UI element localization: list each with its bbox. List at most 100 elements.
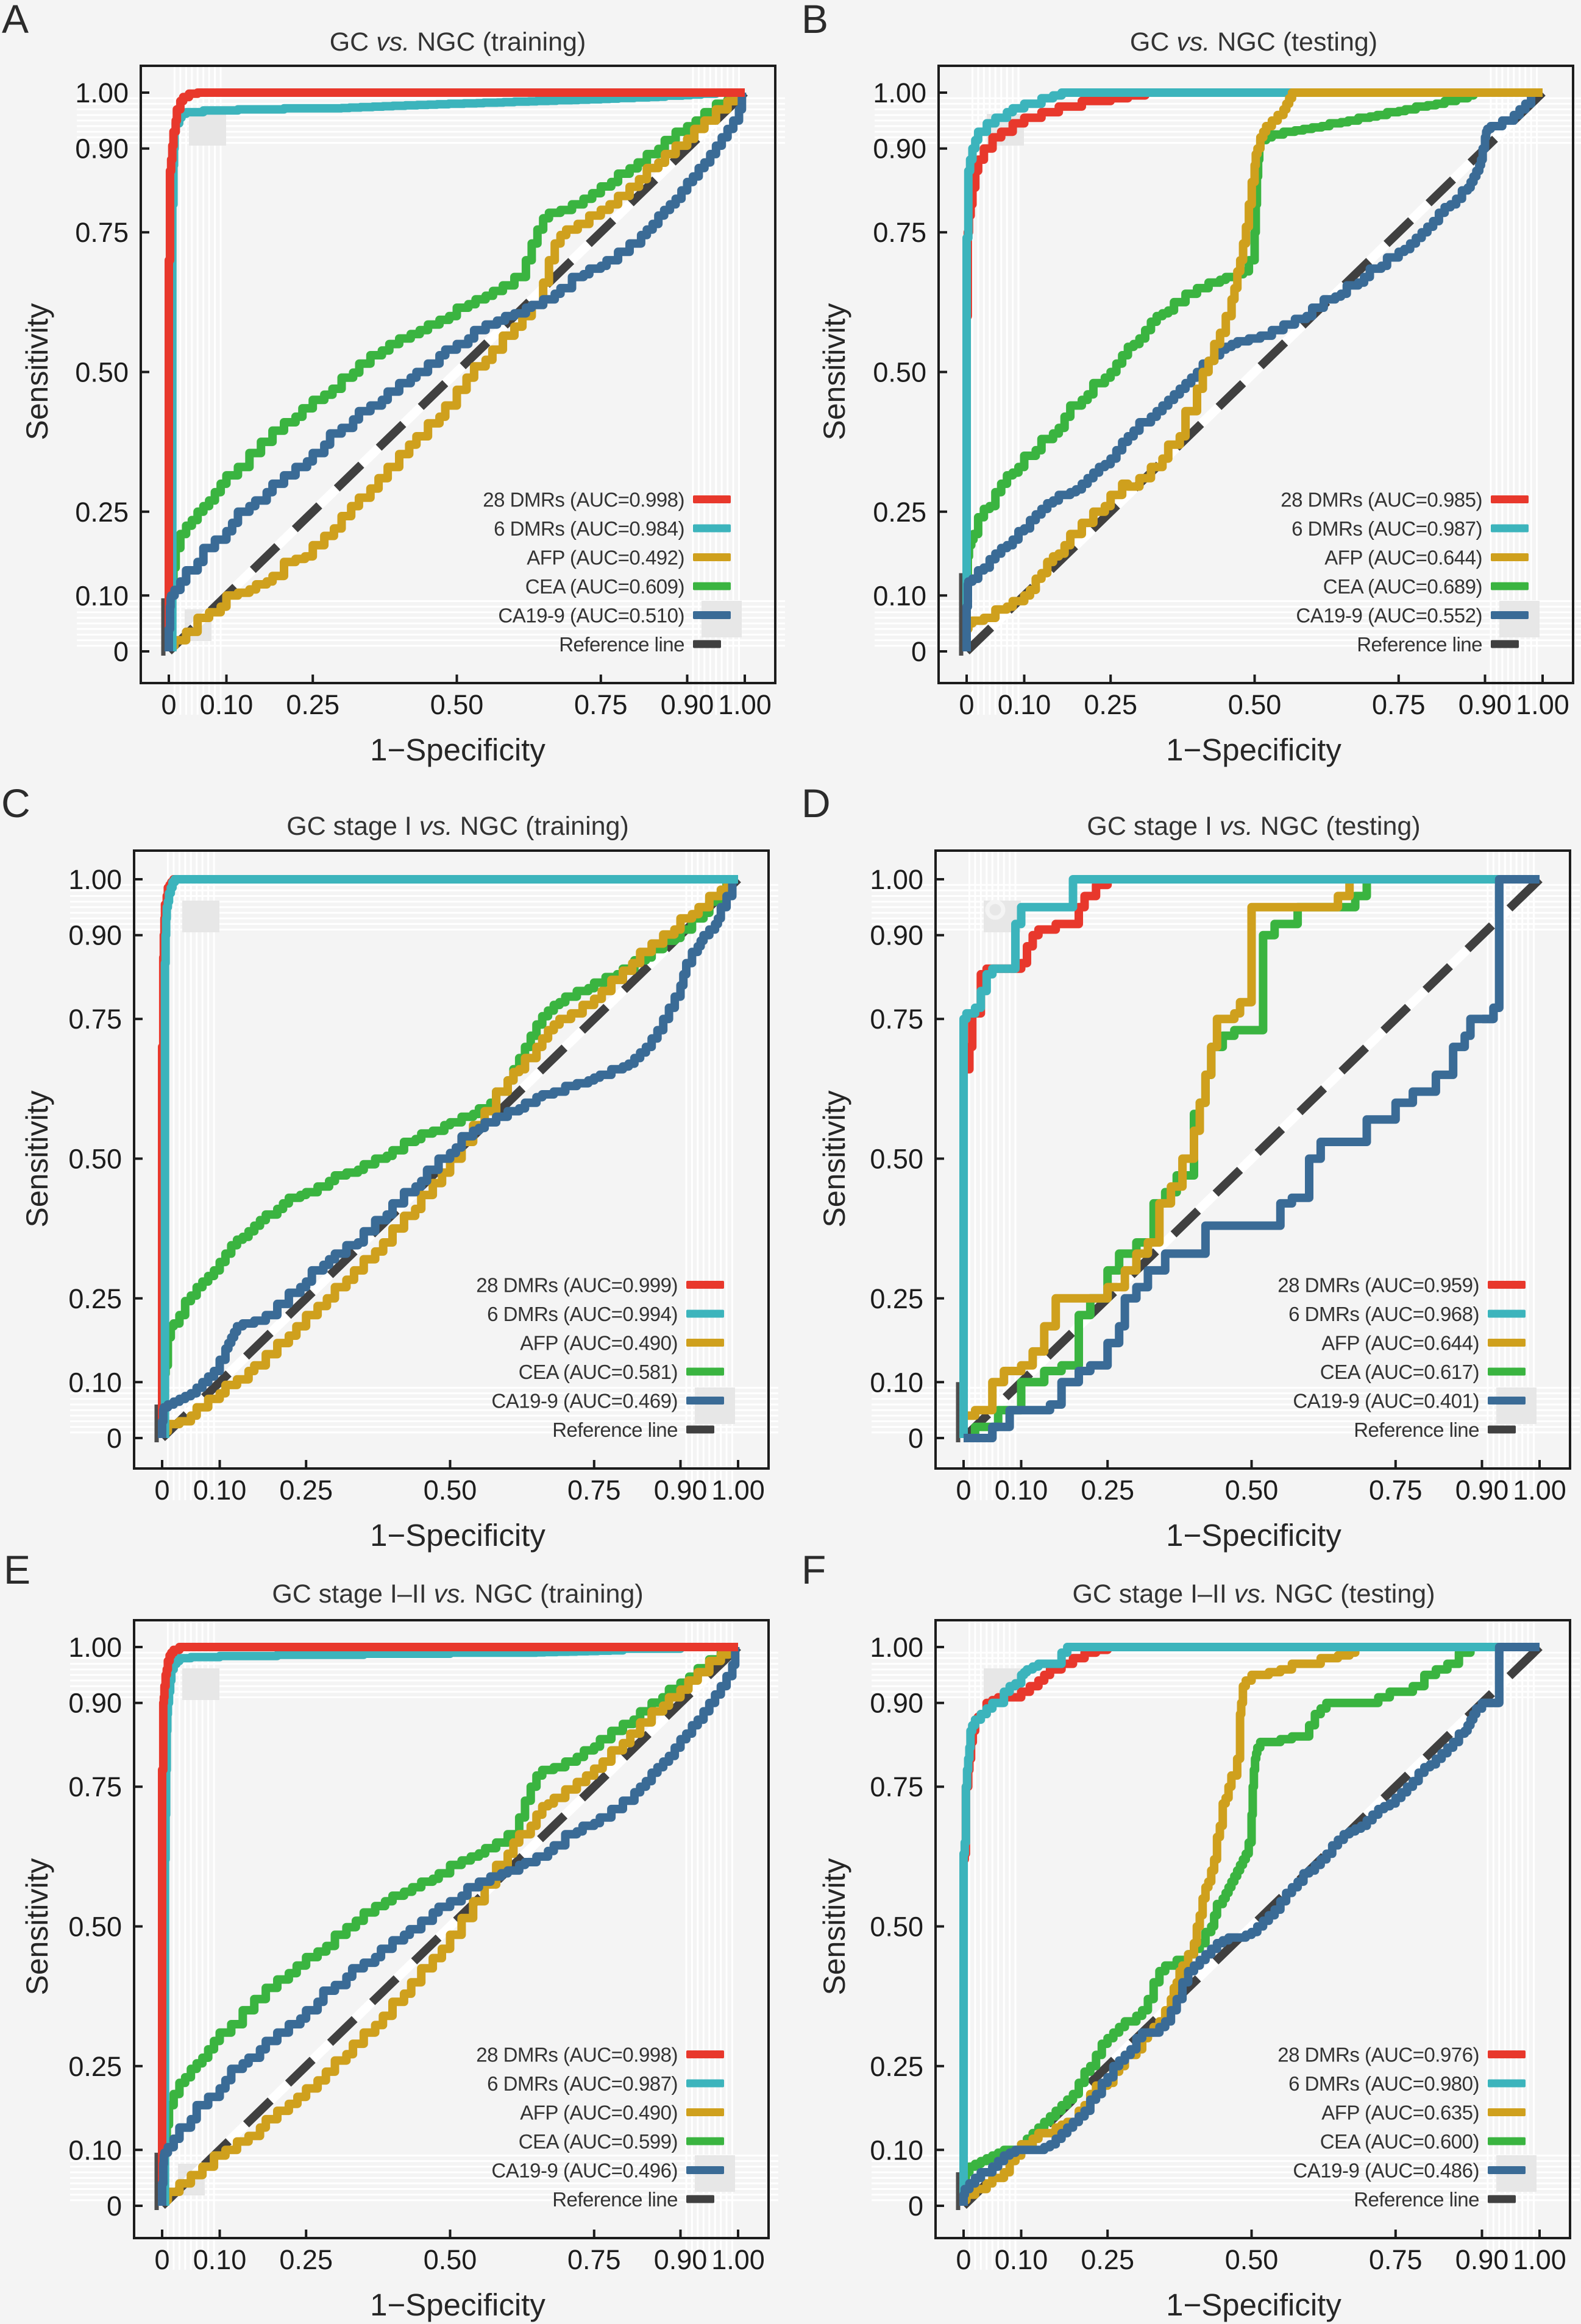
- svg-text:0: 0: [908, 1423, 923, 1454]
- svg-text:1.00: 1.00: [68, 864, 122, 895]
- svg-text:0: 0: [908, 2191, 923, 2222]
- svg-text:6 DMRs (AUC=0.994): 6 DMRs (AUC=0.994): [487, 1303, 678, 1325]
- svg-text:CEA (AUC=0.689): CEA (AUC=0.689): [1323, 575, 1482, 598]
- svg-text:CA19-9 (AUC=0.496): CA19-9 (AUC=0.496): [491, 2159, 678, 2182]
- svg-text:0.50: 0.50: [68, 1144, 122, 1175]
- svg-text:28 DMRs (AUC=0.998): 28 DMRs (AUC=0.998): [483, 489, 684, 511]
- svg-text:Sensitivity: Sensitivity: [20, 1090, 54, 1227]
- svg-text:AFP (AUC=0.490): AFP (AUC=0.490): [520, 2102, 678, 2124]
- svg-text:0.75: 0.75: [574, 689, 628, 720]
- svg-text:1.00: 1.00: [68, 1632, 122, 1663]
- svg-text:0: 0: [113, 636, 129, 667]
- svg-text:D: D: [801, 781, 831, 826]
- svg-text:C: C: [1, 781, 30, 826]
- svg-text:0.50: 0.50: [75, 357, 129, 388]
- svg-text:0.10: 0.10: [998, 689, 1051, 720]
- svg-text:1.00: 1.00: [75, 77, 129, 108]
- svg-text:0.90: 0.90: [68, 1688, 122, 1719]
- svg-text:0.10: 0.10: [193, 1475, 247, 1506]
- svg-text:0.10: 0.10: [870, 1367, 923, 1398]
- svg-text:0: 0: [956, 2244, 971, 2275]
- svg-text:0.75: 0.75: [870, 1004, 923, 1035]
- svg-text:0.25: 0.25: [1081, 1475, 1134, 1506]
- svg-text:0.50: 0.50: [870, 1911, 923, 1943]
- svg-text:1−Specificity: 1−Specificity: [370, 1518, 545, 1553]
- svg-text:0.90: 0.90: [870, 920, 923, 951]
- svg-text:Sensitivity: Sensitivity: [20, 303, 54, 440]
- svg-text:1.00: 1.00: [870, 864, 923, 895]
- svg-text:6 DMRs (AUC=0.987): 6 DMRs (AUC=0.987): [487, 2072, 678, 2095]
- svg-text:0.10: 0.10: [193, 2244, 247, 2275]
- svg-text:0.75: 0.75: [567, 2244, 621, 2275]
- svg-text:0.90: 0.90: [1455, 1475, 1509, 1506]
- svg-text:0.25: 0.25: [68, 1283, 122, 1314]
- svg-text:GC vs. NGC (testing): GC vs. NGC (testing): [1130, 27, 1377, 57]
- svg-text:0.25: 0.25: [68, 2051, 122, 2082]
- svg-text:0: 0: [911, 636, 926, 667]
- svg-text:CA19-9 (AUC=0.510): CA19-9 (AUC=0.510): [498, 604, 684, 627]
- svg-text:E: E: [4, 1547, 30, 1592]
- svg-text:CEA (AUC=0.599): CEA (AUC=0.599): [519, 2130, 678, 2153]
- svg-text:Sensitivity: Sensitivity: [817, 1090, 851, 1227]
- svg-text:0.10: 0.10: [68, 1367, 122, 1398]
- svg-text:0.90: 0.90: [1458, 689, 1512, 720]
- svg-text:0.25: 0.25: [873, 497, 926, 528]
- svg-text:A: A: [2, 0, 29, 41]
- svg-text:0.75: 0.75: [68, 1004, 122, 1035]
- svg-text:AFP (AUC=0.490): AFP (AUC=0.490): [520, 1332, 678, 1355]
- svg-text:0.25: 0.25: [75, 497, 129, 528]
- svg-text:0: 0: [161, 689, 176, 720]
- svg-text:28 DMRs (AUC=0.976): 28 DMRs (AUC=0.976): [1277, 2044, 1479, 2066]
- svg-text:0.50: 0.50: [870, 1144, 923, 1175]
- svg-text:0.90: 0.90: [873, 133, 926, 165]
- svg-text:CEA (AUC=0.600): CEA (AUC=0.600): [1320, 2130, 1479, 2153]
- svg-text:0.90: 0.90: [68, 920, 122, 951]
- svg-text:0.50: 0.50: [424, 1475, 477, 1506]
- svg-text:0.25: 0.25: [1081, 2244, 1134, 2275]
- svg-text:0.10: 0.10: [873, 580, 926, 611]
- svg-text:0.25: 0.25: [870, 1283, 923, 1314]
- svg-text:28 DMRs (AUC=0.985): 28 DMRs (AUC=0.985): [1281, 489, 1482, 511]
- svg-text:Sensitivity: Sensitivity: [817, 1858, 851, 1995]
- svg-text:0.75: 0.75: [567, 1475, 621, 1506]
- svg-text:GC stage I–II vs. NGC (trainin: GC stage I–II vs. NGC (training): [272, 1579, 643, 1609]
- svg-text:0.10: 0.10: [68, 2134, 122, 2166]
- svg-text:GC stage I vs. NGC (training): GC stage I vs. NGC (training): [286, 812, 629, 841]
- svg-text:0.10: 0.10: [995, 2244, 1048, 2275]
- svg-text:0.50: 0.50: [873, 357, 926, 388]
- svg-text:Sensitivity: Sensitivity: [20, 1858, 54, 1995]
- svg-text:0.90: 0.90: [1455, 2244, 1509, 2275]
- svg-text:GC vs. NGC (training): GC vs. NGC (training): [330, 27, 586, 57]
- svg-text:AFP (AUC=0.644): AFP (AUC=0.644): [1321, 1332, 1479, 1355]
- svg-text:Reference line: Reference line: [1354, 1419, 1479, 1441]
- svg-text:CA19-9 (AUC=0.486): CA19-9 (AUC=0.486): [1293, 2159, 1479, 2182]
- svg-text:1.00: 1.00: [1516, 689, 1569, 720]
- svg-text:28 DMRs (AUC=0.999): 28 DMRs (AUC=0.999): [476, 1274, 678, 1297]
- svg-text:1−Specificity: 1−Specificity: [370, 2287, 545, 2322]
- svg-text:0.10: 0.10: [870, 2134, 923, 2166]
- svg-text:CEA (AUC=0.581): CEA (AUC=0.581): [519, 1361, 678, 1383]
- svg-text:F: F: [801, 1547, 826, 1592]
- svg-text:0: 0: [107, 1423, 122, 1454]
- svg-text:6 DMRs (AUC=0.984): 6 DMRs (AUC=0.984): [494, 517, 684, 540]
- svg-text:B: B: [801, 0, 828, 41]
- svg-text:Sensitivity: Sensitivity: [817, 303, 851, 440]
- svg-text:0.75: 0.75: [1369, 1475, 1423, 1506]
- svg-text:AFP (AUC=0.635): AFP (AUC=0.635): [1321, 2102, 1479, 2124]
- svg-text:AFP (AUC=0.492): AFP (AUC=0.492): [527, 547, 684, 569]
- svg-text:0: 0: [107, 2191, 122, 2222]
- svg-text:0: 0: [154, 2244, 169, 2275]
- svg-text:0.25: 0.25: [1084, 689, 1137, 720]
- svg-text:1−Specificity: 1−Specificity: [1166, 732, 1341, 767]
- svg-text:0: 0: [956, 1475, 971, 1506]
- svg-text:CA19-9 (AUC=0.401): CA19-9 (AUC=0.401): [1293, 1390, 1479, 1412]
- svg-text:0.10: 0.10: [200, 689, 254, 720]
- svg-text:6 DMRs (AUC=0.987): 6 DMRs (AUC=0.987): [1291, 517, 1482, 540]
- svg-text:1−Specificity: 1−Specificity: [370, 732, 545, 767]
- svg-text:CEA (AUC=0.609): CEA (AUC=0.609): [525, 575, 684, 598]
- svg-text:0.25: 0.25: [279, 1475, 333, 1506]
- svg-text:1.00: 1.00: [711, 1475, 765, 1506]
- svg-text:Reference line: Reference line: [1354, 2188, 1479, 2211]
- svg-text:0.75: 0.75: [870, 1771, 923, 1802]
- svg-text:CEA (AUC=0.617): CEA (AUC=0.617): [1320, 1361, 1479, 1383]
